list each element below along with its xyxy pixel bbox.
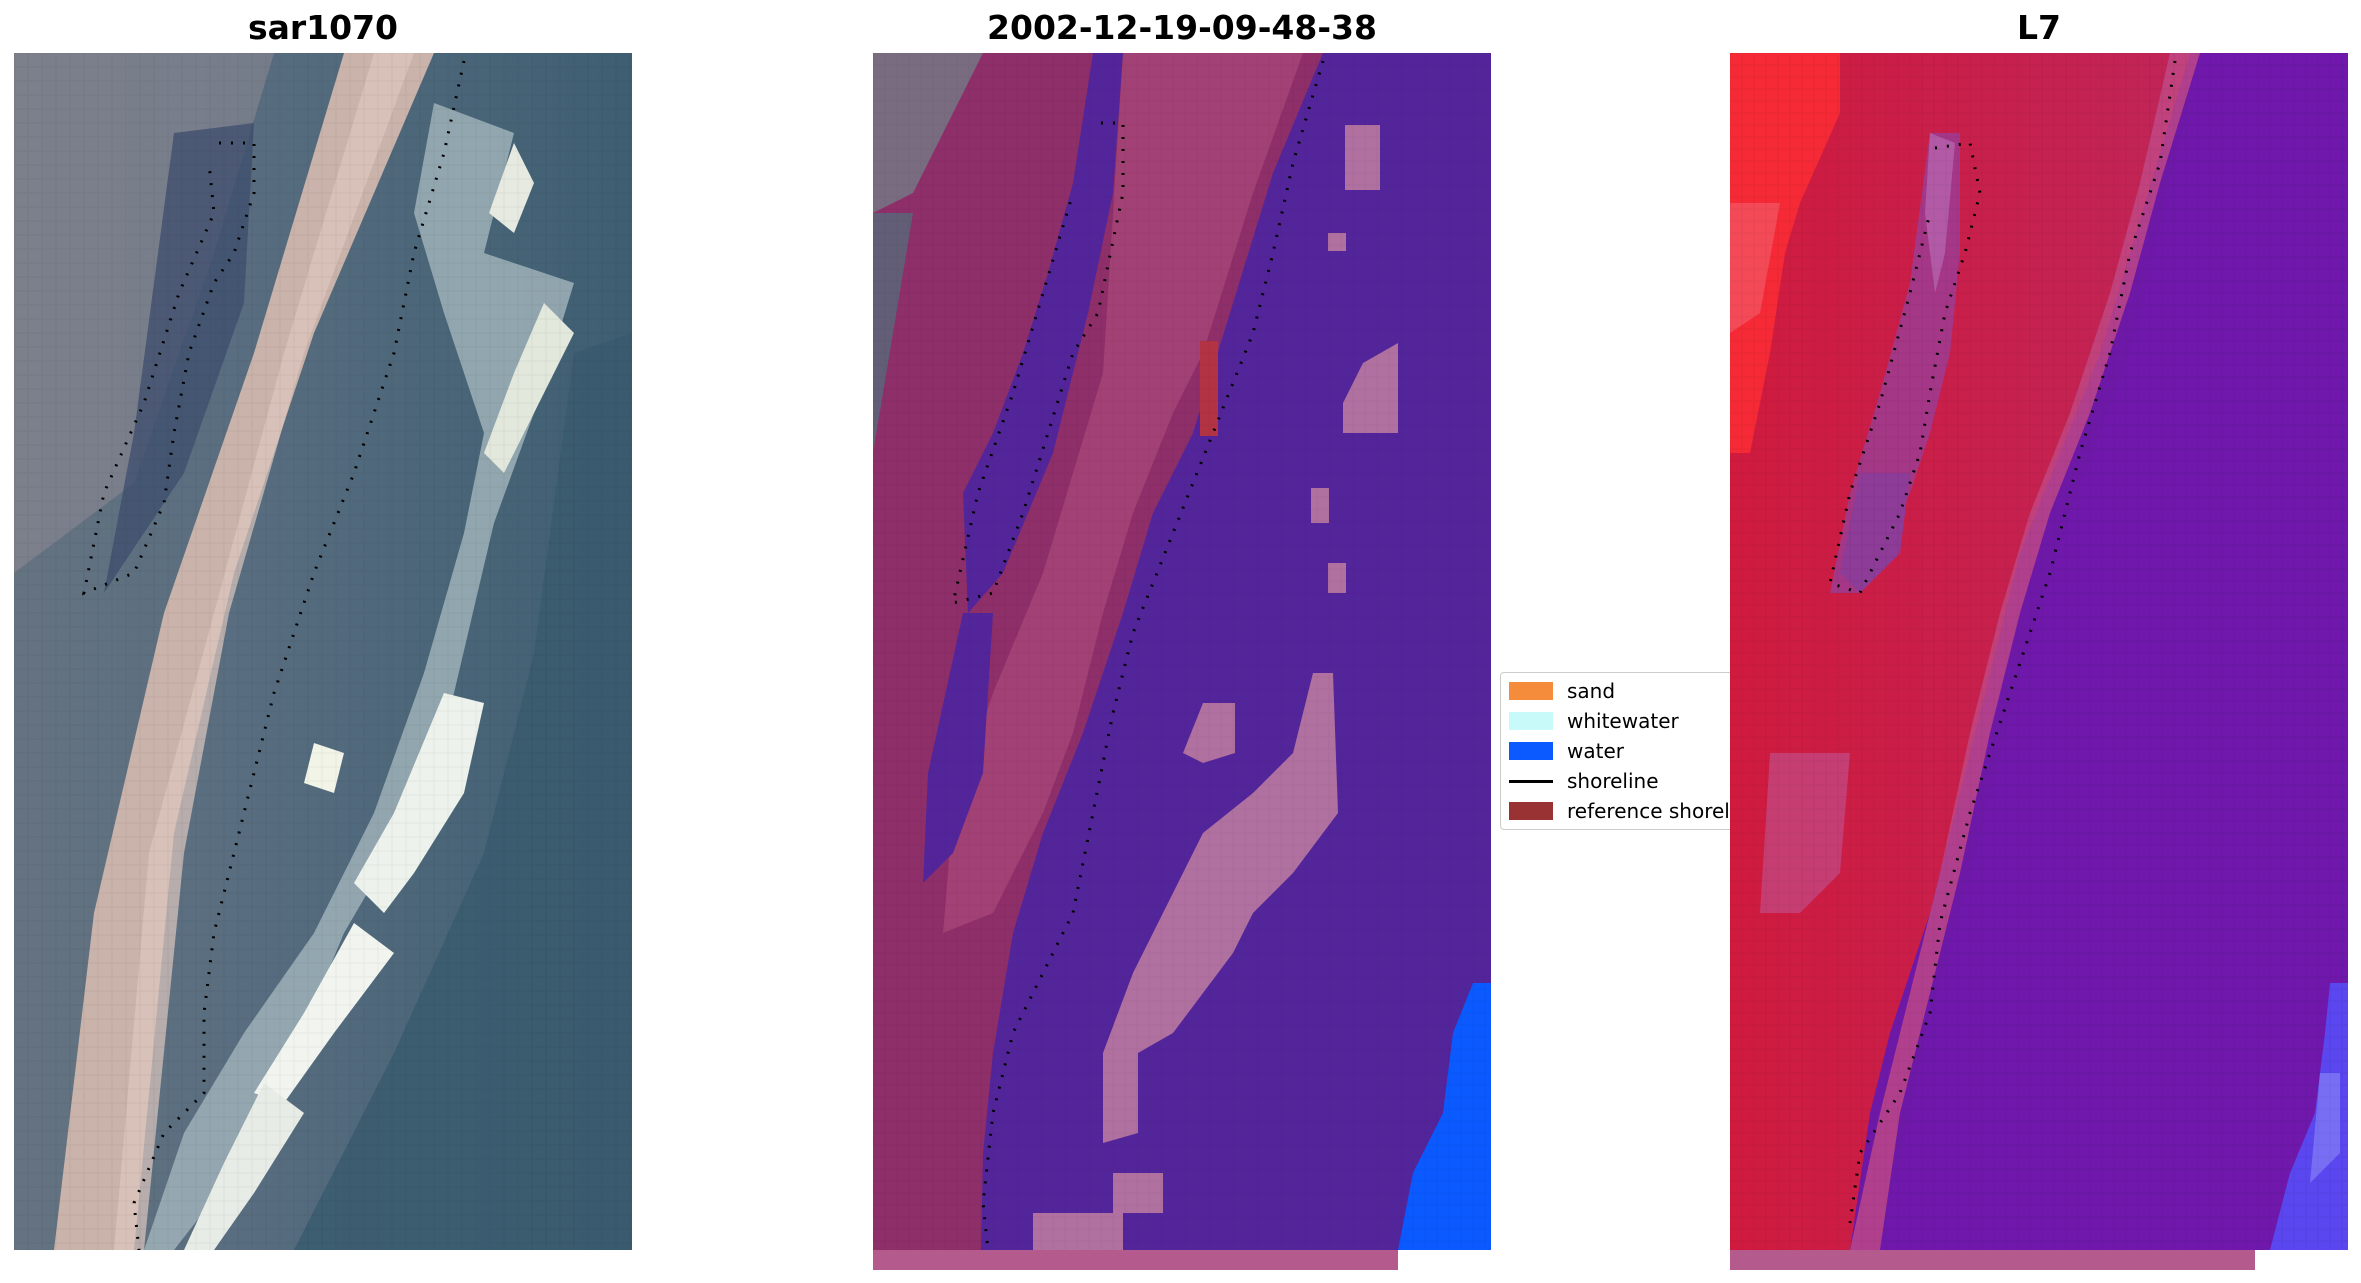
panel-title-rgb: sar1070 [247,8,399,47]
panel-title-classified: 2002-12-19-09-48-38 [987,8,1377,47]
legend-item-reference-shoreline: reference shoreline [1509,799,1739,823]
legend-label-sand: sand [1567,679,1616,703]
panel-title-l7: L7 [2017,8,2061,47]
shoreline-line-swatch [1509,779,1553,783]
legend-label-water: water [1567,739,1624,763]
legend-item-whitewater: whitewater [1509,709,1679,733]
rgb-image [14,53,632,1250]
reference-shoreline-swatch [1509,802,1553,820]
classified-image [873,53,1491,1270]
whitewater-swatch [1509,712,1553,730]
legend-label-whitewater: whitewater [1567,709,1679,733]
legend: sand whitewater water shoreline referenc… [1500,672,1740,830]
sand-swatch [1509,682,1553,700]
l7-image [1730,53,2348,1270]
legend-item-water: water [1509,739,1624,763]
legend-label-reference-shoreline: reference shoreline [1567,799,1739,823]
legend-label-shoreline: shoreline [1567,769,1659,793]
legend-item-shoreline: shoreline [1509,769,1659,793]
water-swatch [1509,742,1553,760]
legend-item-sand: sand [1509,679,1615,703]
